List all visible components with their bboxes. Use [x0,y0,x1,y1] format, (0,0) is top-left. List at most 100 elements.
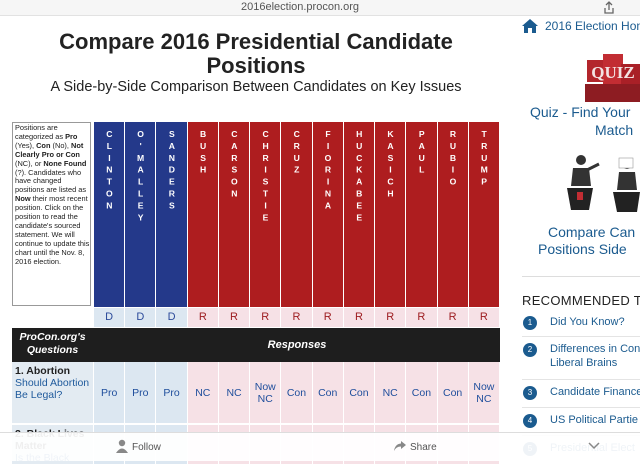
item-link[interactable]: Candidate Finance [550,386,640,398]
home-link[interactable]: 2016 Election Hon [545,19,640,33]
intro-segment: Now [15,194,31,204]
bottom-bar: Follow Share [0,432,640,461]
response-cell: Con [343,362,375,423]
candidate-header: BUSH [187,122,218,307]
party-cell: R [312,308,343,327]
question-link[interactable]: Should Abortion Be Legal? [15,377,90,401]
intro-segment: Pro [65,131,78,141]
item-link[interactable]: Liberal Brains [550,357,618,369]
candidate-header: CHRISTIE [250,122,281,307]
item-number: 4 [523,414,537,428]
response[interactable]: NC [226,386,242,399]
page-title: Compare 2016 Presidential Candidate [59,29,453,54]
item-link[interactable]: US Political Partie [550,414,639,426]
candidate-header: CARSON [218,122,250,307]
compare-link[interactable]: Compare Can [548,224,636,240]
party-cell: R [468,308,499,327]
intro-segment: Positions are categorized as [15,123,66,141]
response-cell: Pro [125,362,156,423]
response[interactable]: NC [195,386,211,399]
page-subtitle: A Side-by-Side Comparison Between Candid… [50,79,462,95]
quiz-link[interactable]: Match [595,122,634,138]
response-cell: Con [312,362,343,423]
response-cell: Pro [156,362,187,423]
recommended-heading: RECOMMENDED T [522,293,640,308]
candidate-header: KASICH [375,122,406,307]
divider [522,379,640,380]
response[interactable]: Now NC [254,380,276,405]
party-cell: R [437,308,468,327]
item-number: 3 [523,386,537,400]
response[interactable]: Con [411,386,432,399]
page-title: Positions [206,53,306,78]
response-cell: Now NC [250,362,281,423]
candidate-header: O'MALLEY [125,122,156,307]
divider [522,336,640,337]
response[interactable]: Pro [100,386,118,399]
candidate-header: CRUZ [281,122,312,307]
intro-segment: (?). Candidates who have changed positio… [15,167,87,195]
divider [522,276,640,277]
response[interactable]: Now NC [473,380,495,405]
party-cell: D [125,308,156,327]
questions-header: ProCon.org's Questions [19,331,86,356]
item-link[interactable]: Differences in Con [550,343,640,355]
share-button[interactable]: Share [410,442,437,453]
url: 2016election.procon.org [240,1,360,13]
candidate-name: BUSH [198,129,209,177]
response[interactable]: Con [443,386,463,399]
candidate-name: CARSON [229,129,240,201]
sidebar: 2016 Election Hon QUIZ Quiz - Find Your … [515,16,640,460]
compare-link[interactable]: Positions Side [538,241,627,257]
intro-segment: None Found [43,158,87,168]
candidate-header: SANDERS [156,122,187,307]
response-cell: Con [406,362,437,423]
party-cell: R [406,308,437,327]
quiz-link[interactable]: Quiz - Find Your [530,104,631,120]
response[interactable]: Con [318,386,338,399]
candidate-name: CLINTON [104,129,115,213]
responses-header: Responses [267,339,327,351]
follow-icon[interactable] [116,439,128,453]
candidate-name: KASICH [385,129,396,201]
candidate-header: HUCKABEE [343,122,375,307]
party-cell: R [250,308,281,327]
item-number: 2 [523,343,537,357]
response-cell: NC [375,362,406,423]
intro-segment: their most recent position. Click on the… [15,194,90,266]
response[interactable]: Con [349,386,369,399]
candidate-name: SANDERS [166,129,177,213]
candidate-name: FIORINA [323,129,334,213]
item-link[interactable]: Did You Know? [550,316,625,328]
response[interactable]: NC [382,386,398,399]
question-cell: 1. Abortion Should Abortion Be Legal? [12,362,93,423]
candidate-name: HUCKABEE [354,129,365,225]
party-cell: R [281,308,312,327]
intro-segment: (Yes), [15,140,37,150]
share-icon[interactable] [602,0,616,15]
browser-bar: 2016election.procon.org [0,0,640,16]
response-cell: NC [218,362,250,423]
header-row [12,328,500,362]
home-icon[interactable] [521,18,539,34]
divider [522,407,640,408]
candidate-header: RUBIO [437,122,468,307]
item-number: 1 [523,316,537,330]
party-cell: R [343,308,375,327]
intro-segment: (No), [50,140,71,150]
response[interactable]: Pro [132,386,149,399]
response[interactable]: Pro [163,386,180,399]
candidate-name: TRUMP [479,129,490,189]
intro-segment: Not Clearly Pro or Con [15,140,84,159]
party-cell: R [187,308,218,327]
share-arrow[interactable] [393,440,407,452]
follow-button[interactable]: Follow [132,442,161,453]
candidate-header: TRUMP [468,122,499,307]
response-cell: Pro [94,362,125,423]
candidate-name: RUBIO [447,129,458,189]
candidate-name: CHRISTIE [260,129,271,225]
intro-segment: Con [36,140,51,150]
chevron[interactable] [588,442,600,450]
candidate-header: CLINTON [94,122,125,307]
response[interactable]: Con [286,386,307,399]
